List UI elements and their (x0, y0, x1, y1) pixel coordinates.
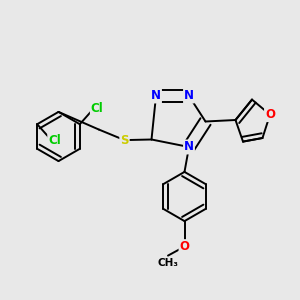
Text: O: O (179, 240, 190, 253)
Text: Cl: Cl (48, 134, 61, 147)
Text: S: S (120, 134, 129, 147)
Text: N: N (151, 89, 161, 103)
Text: N: N (184, 140, 194, 154)
Text: O: O (265, 108, 275, 121)
Text: CH₃: CH₃ (158, 258, 178, 268)
Text: N: N (184, 89, 194, 103)
Text: Cl: Cl (91, 102, 103, 115)
